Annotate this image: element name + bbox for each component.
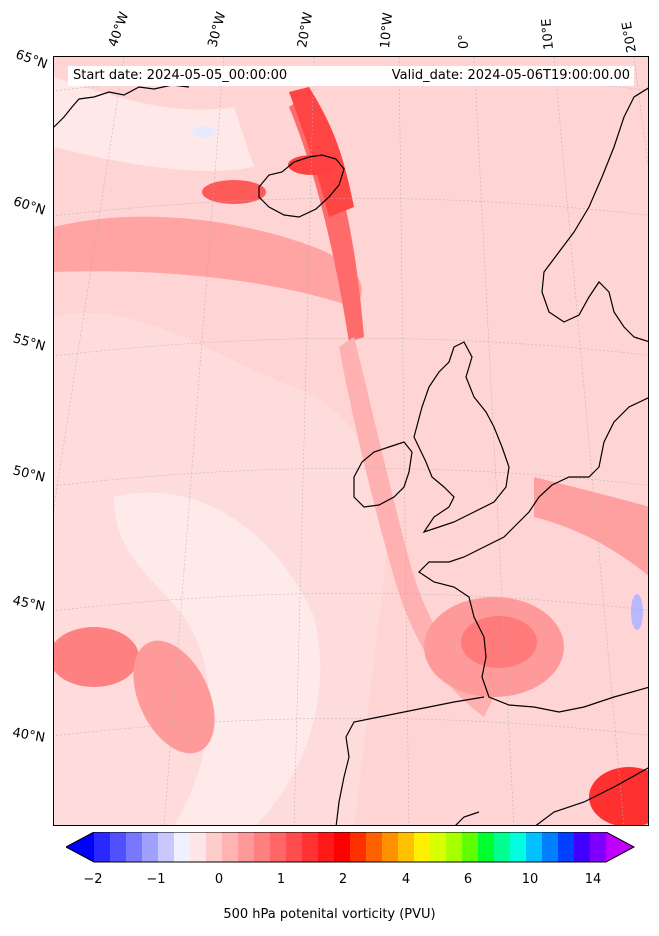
colorbar-segment <box>382 832 399 862</box>
colorbar-segment <box>398 832 415 862</box>
colorbar-segment <box>126 832 143 862</box>
colorbar-segment <box>334 832 351 862</box>
colorbar-segment <box>286 832 303 862</box>
lon-label-10w: 10°W <box>378 11 397 49</box>
lat-label-60n: 60°N <box>11 194 48 219</box>
colorbar-segment <box>318 832 335 862</box>
lon-label-0: 0° <box>457 34 472 49</box>
colorbar-tick: 4 <box>401 872 411 887</box>
start-date-label: Start date: 2024-05-05_00:00:00 <box>73 68 288 83</box>
lon-label-40w: 40°W <box>105 10 133 49</box>
colorbar-segment <box>158 832 175 862</box>
colorbar-tick: −1 <box>146 872 166 887</box>
valid-date-label: Valid_date: 2024-05-06T19:00:00.00 <box>391 68 630 83</box>
colorbar-outline <box>66 832 636 863</box>
colorbar-segment <box>510 832 527 862</box>
colorbar-segment <box>222 832 239 862</box>
colorbar-tick: 1 <box>276 872 286 887</box>
colorbar-segment <box>446 832 463 862</box>
lat-label-50n: 50°N <box>11 463 47 486</box>
colorbar-segment <box>366 832 383 862</box>
colorbar-segment <box>190 832 207 862</box>
colorbar-segment <box>494 832 511 862</box>
colorbar-segment <box>462 832 479 862</box>
lat-label-40n: 40°N <box>11 725 47 746</box>
colorbar-segment <box>94 832 111 862</box>
colorbar-tick: 2 <box>338 872 348 887</box>
coastlines <box>54 84 648 825</box>
colorbar-segment <box>542 832 559 862</box>
colorbar-segment <box>414 832 431 862</box>
date-info-bar: Start date: 2024-05-05_00:00:00 Valid_da… <box>68 66 634 86</box>
colorbar-segment <box>574 832 591 862</box>
colorbar-label: 500 hPa potenital vorticity (PVU) <box>223 907 436 922</box>
colorbar-segment <box>478 832 495 862</box>
colorbar-tick: 10 <box>521 872 539 887</box>
colorbar-extend-low <box>66 832 94 862</box>
colorbar-segment <box>350 832 367 862</box>
lon-label-30w: 30°W <box>205 10 230 49</box>
pv-field-map <box>54 57 648 825</box>
colorbar-extend-high <box>606 832 634 862</box>
colorbar-segment <box>174 832 191 862</box>
lon-label-10e: 10°E <box>539 17 557 51</box>
lon-label-20w: 20°W <box>295 11 317 50</box>
lat-label-55n: 55°N <box>11 331 47 355</box>
lat-label-45n: 45°N <box>11 593 47 615</box>
colorbar-segment <box>590 832 607 862</box>
colorbar-tick: 14 <box>584 872 602 887</box>
colorbar-segment <box>254 832 271 862</box>
colorbar-segment <box>430 832 447 862</box>
map-panel <box>53 56 649 826</box>
colorbar-segment <box>238 832 255 862</box>
colorbar-segment <box>302 832 319 862</box>
colorbar-tick: −2 <box>83 872 103 887</box>
colorbar-segment <box>206 832 223 862</box>
lat-label-65n: 65°N <box>13 47 50 73</box>
colorbar-tick: 6 <box>463 872 473 887</box>
colorbar-tick: 0 <box>214 872 224 887</box>
colorbar-segment <box>110 832 127 862</box>
colorbar <box>66 832 636 863</box>
colorbar-segment <box>270 832 287 862</box>
colorbar-segment <box>142 832 159 862</box>
lon-label-20e: 20°E <box>619 20 640 54</box>
colorbar-segment <box>558 832 575 862</box>
colorbar-segment <box>526 832 543 862</box>
